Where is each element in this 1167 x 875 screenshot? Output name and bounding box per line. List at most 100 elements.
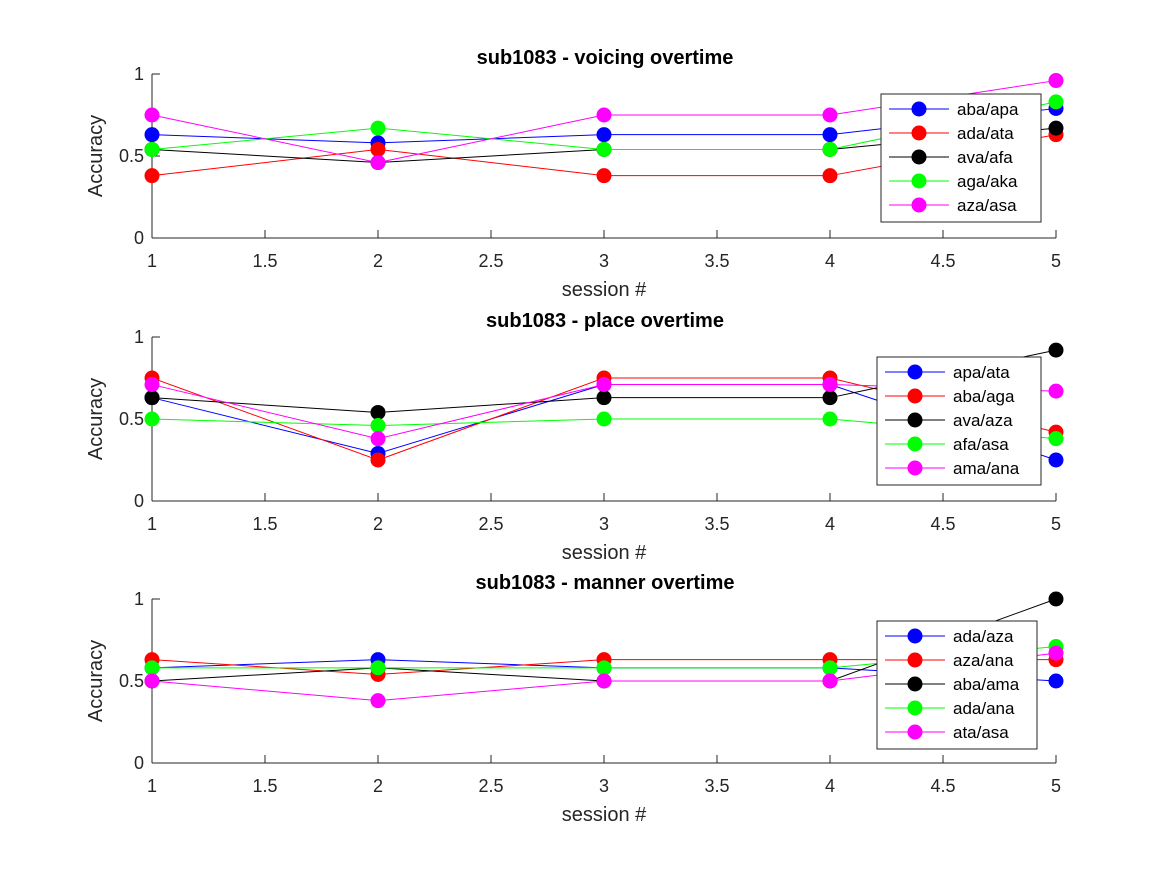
legend-box <box>876 620 1038 750</box>
x-tick-label: 5 <box>1051 251 1061 271</box>
x-tick-label: 3 <box>599 776 609 796</box>
legend-label: aba/aga <box>953 387 1015 406</box>
legend-marker <box>907 652 923 668</box>
y-tick-label: 1 <box>134 589 144 609</box>
legend-label: ada/ana <box>953 699 1015 718</box>
data-point <box>596 107 612 123</box>
data-point <box>822 390 838 406</box>
data-point <box>822 411 838 427</box>
data-point <box>1048 120 1064 136</box>
x-tick-label: 1.5 <box>252 251 277 271</box>
x-tick-label: 5 <box>1051 514 1061 534</box>
x-tick-label: 2 <box>373 776 383 796</box>
x-axis-label: session # <box>562 804 647 826</box>
data-point <box>822 673 838 689</box>
legend-marker <box>911 197 927 213</box>
data-point <box>822 127 838 143</box>
data-point <box>1048 431 1064 447</box>
data-point <box>370 431 386 447</box>
chart-panel-1: 1 1.5 2 2.5 3 3.5 4 4.5 5 0 0.5 1 sub1083 - voicing … <box>85 47 1064 301</box>
data-point <box>596 660 612 676</box>
data-point <box>596 411 612 427</box>
y-tick-label: 0 <box>134 228 144 248</box>
data-point <box>370 120 386 136</box>
legend-label: apa/ata <box>953 363 1010 382</box>
legend-marker <box>907 412 923 428</box>
data-point <box>822 107 838 123</box>
data-point <box>144 673 160 689</box>
data-point <box>144 168 160 184</box>
data-point <box>596 390 612 406</box>
legend-marker <box>907 364 923 380</box>
x-axis-label: session # <box>562 279 647 301</box>
y-axis-label: Accuracy <box>85 115 107 197</box>
legend-marker <box>907 628 923 644</box>
data-point <box>596 168 612 184</box>
legend-label: ava/aza <box>953 411 1013 430</box>
data-point <box>144 660 160 676</box>
legend-marker <box>907 724 923 740</box>
y-tick-label: 0.5 <box>119 409 144 429</box>
legend-marker <box>907 388 923 404</box>
data-point <box>370 418 386 434</box>
x-tick-label: 2 <box>373 251 383 271</box>
chart-title: sub1083 - place overtime <box>486 310 724 332</box>
legend-marker <box>911 173 927 189</box>
legend-label: aza/ana <box>953 651 1014 670</box>
data-point <box>822 660 838 676</box>
legend-label: aba/apa <box>957 100 1019 119</box>
data-point <box>596 127 612 143</box>
data-point <box>370 155 386 171</box>
data-point <box>596 141 612 157</box>
y-tick-label: 0.5 <box>119 146 144 166</box>
x-tick-label: 3.5 <box>704 514 729 534</box>
x-tick-label: 1 <box>147 514 157 534</box>
x-tick-label: 5 <box>1051 776 1061 796</box>
y-axis-label: Accuracy <box>85 378 107 460</box>
legend-label: aga/aka <box>957 172 1018 191</box>
data-point <box>144 377 160 393</box>
data-point <box>1048 383 1064 399</box>
x-axis-label: session # <box>562 542 647 564</box>
legend-box <box>876 356 1042 486</box>
legend-marker <box>907 460 923 476</box>
legend-label: aza/asa <box>957 196 1017 215</box>
x-tick-label: 4 <box>825 514 835 534</box>
x-tick-label: 2 <box>373 514 383 534</box>
data-point <box>370 404 386 420</box>
legend-label: afa/asa <box>953 435 1009 454</box>
legend-label: ata/asa <box>953 723 1009 742</box>
data-point <box>1048 452 1064 468</box>
legend-marker <box>911 125 927 141</box>
data-point <box>822 141 838 157</box>
y-axis-label: Accuracy <box>85 640 107 722</box>
legend-label: ava/afa <box>957 148 1013 167</box>
x-tick-label: 2.5 <box>478 776 503 796</box>
x-tick-label: 1 <box>147 251 157 271</box>
legend-marker <box>911 149 927 165</box>
legend-marker <box>907 700 923 716</box>
data-point <box>370 141 386 157</box>
chart-title: sub1083 - voicing overtime <box>477 47 734 69</box>
data-point <box>370 660 386 676</box>
x-tick-label: 1 <box>147 776 157 796</box>
data-point <box>1048 342 1064 358</box>
x-tick-label: 4 <box>825 776 835 796</box>
chart-title: sub1083 - manner overtime <box>476 572 735 594</box>
legend-label: ada/aza <box>953 627 1014 646</box>
legend-marker <box>907 676 923 692</box>
legend-marker <box>911 101 927 117</box>
x-tick-label: 4.5 <box>930 251 955 271</box>
x-tick-label: 2.5 <box>478 251 503 271</box>
y-tick-label: 0.5 <box>119 671 144 691</box>
x-tick-label: 3.5 <box>704 776 729 796</box>
data-point <box>144 390 160 406</box>
data-point <box>1048 591 1064 607</box>
data-point <box>144 411 160 427</box>
chart-panel-3: 1 1.5 2 2.5 3 3.5 4 4.5 5 0 0.5 1 sub1083 - manner o… <box>85 572 1064 826</box>
data-point <box>370 693 386 709</box>
data-point <box>370 452 386 468</box>
data-point <box>144 141 160 157</box>
data-point <box>144 107 160 123</box>
